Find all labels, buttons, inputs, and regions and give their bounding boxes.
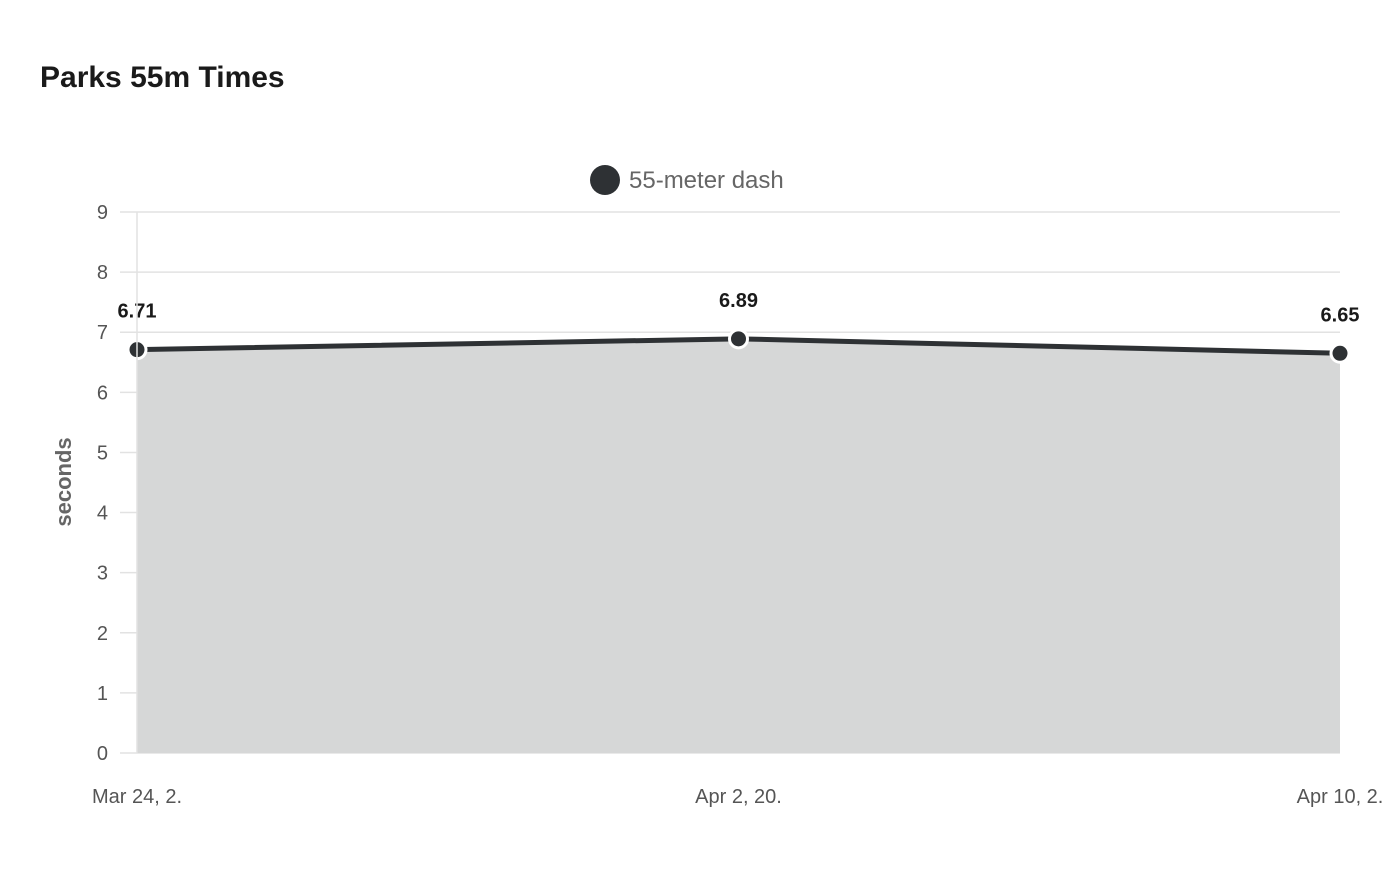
y-tick-label: 0 [97, 743, 108, 765]
x-tick-label: Mar 24, 2. [92, 786, 182, 808]
page-title: Parks 55m Times [40, 61, 285, 94]
x-tick-label: Apr 10, 2. [1297, 786, 1384, 808]
label-layer: 6.71 6.896.65 [118, 290, 1360, 326]
data-label: 6.89 [719, 290, 758, 312]
y-tick-label: 7 [97, 322, 108, 344]
data-label: 6.65 [1321, 304, 1360, 326]
area-layer [137, 338, 1340, 753]
y-tick-label: 1 [97, 683, 108, 705]
y-tick-label: 8 [97, 262, 108, 284]
x-tick-label: Apr 2, 20. [695, 786, 782, 808]
y-tick-label: 2 [97, 623, 108, 645]
y-axis-title: seconds [51, 437, 76, 526]
series-area [137, 338, 1340, 753]
axis-layer: 0 1 2 3 4 5 6 7 8 9 Mar 24, 2. Apr 2, 20. Apr 10, 2. [92, 202, 1383, 808]
legend-label[interactable]: 55-meter dash [629, 167, 784, 194]
y-tick-label: 9 [97, 202, 108, 224]
y-tick-label: 3 [97, 563, 108, 585]
data-point[interactable] [728, 328, 749, 350]
y-tick-label: 4 [97, 503, 108, 525]
y-tick-label: 5 [97, 442, 108, 464]
data-point[interactable] [1329, 342, 1351, 364]
legend[interactable]: 55-meter dash [590, 165, 784, 195]
legend-marker[interactable] [590, 165, 620, 195]
y-tick-label: 6 [97, 382, 108, 404]
